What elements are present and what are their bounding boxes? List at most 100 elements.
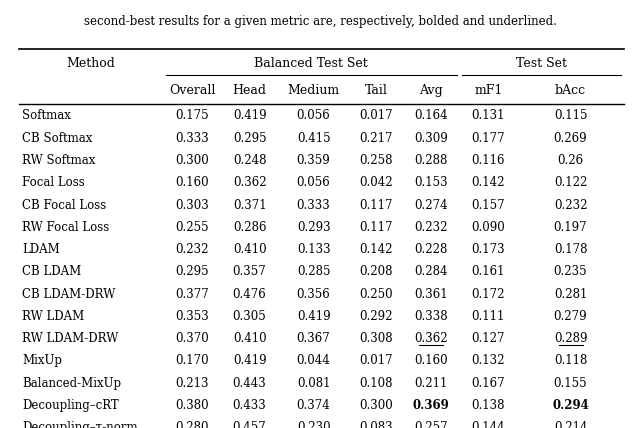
Text: 0.293: 0.293 (297, 221, 330, 234)
Text: 0.294: 0.294 (552, 399, 589, 412)
Text: Decoupling–τ-norm: Decoupling–τ-norm (22, 421, 138, 428)
Text: 0.280: 0.280 (175, 421, 209, 428)
Text: 0.170: 0.170 (175, 354, 209, 367)
Text: 0.117: 0.117 (359, 221, 393, 234)
Text: 0.197: 0.197 (554, 221, 588, 234)
Text: Tail: Tail (365, 83, 387, 97)
Text: 0.157: 0.157 (472, 199, 505, 211)
Text: Balanced Test Set: Balanced Test Set (255, 56, 368, 70)
Text: 0.333: 0.333 (297, 199, 330, 211)
Text: Softmax: Softmax (22, 110, 71, 122)
Text: 0.433: 0.433 (233, 399, 266, 412)
Text: 0.285: 0.285 (297, 265, 330, 278)
Text: 0.167: 0.167 (472, 377, 505, 389)
Text: 0.111: 0.111 (472, 310, 505, 323)
Text: mF1: mF1 (474, 83, 502, 97)
Text: 0.235: 0.235 (554, 265, 588, 278)
Text: 0.338: 0.338 (415, 310, 448, 323)
Text: 0.160: 0.160 (175, 176, 209, 189)
Text: 0.367: 0.367 (297, 332, 330, 345)
Text: 0.232: 0.232 (554, 199, 588, 211)
Text: Method: Method (67, 56, 116, 70)
Text: Head: Head (232, 83, 267, 97)
Text: 0.213: 0.213 (175, 377, 209, 389)
Text: 0.371: 0.371 (233, 199, 266, 211)
Text: 0.309: 0.309 (415, 132, 448, 145)
Text: 0.173: 0.173 (472, 243, 505, 256)
Text: 0.476: 0.476 (233, 288, 266, 300)
Text: 0.308: 0.308 (359, 332, 393, 345)
Text: 0.362: 0.362 (233, 176, 266, 189)
Text: 0.232: 0.232 (415, 221, 448, 234)
Text: 0.361: 0.361 (415, 288, 448, 300)
Text: 0.056: 0.056 (297, 176, 330, 189)
Text: 0.044: 0.044 (297, 354, 330, 367)
Text: 0.017: 0.017 (359, 110, 393, 122)
Text: 0.142: 0.142 (472, 176, 505, 189)
Text: 0.172: 0.172 (472, 288, 505, 300)
Text: 0.228: 0.228 (415, 243, 448, 256)
Text: 0.250: 0.250 (359, 288, 393, 300)
Text: 0.144: 0.144 (472, 421, 505, 428)
Text: 0.289: 0.289 (554, 332, 588, 345)
Text: 0.300: 0.300 (175, 154, 209, 167)
Text: 0.214: 0.214 (554, 421, 588, 428)
Text: 0.056: 0.056 (297, 110, 330, 122)
Text: 0.377: 0.377 (175, 288, 209, 300)
Text: 0.269: 0.269 (554, 132, 588, 145)
Text: 0.300: 0.300 (359, 399, 393, 412)
Text: 0.353: 0.353 (175, 310, 209, 323)
Text: Decoupling–cRT: Decoupling–cRT (22, 399, 119, 412)
Text: 0.295: 0.295 (175, 265, 209, 278)
Text: 0.279: 0.279 (554, 310, 588, 323)
Text: 0.258: 0.258 (359, 154, 393, 167)
Text: 0.248: 0.248 (233, 154, 266, 167)
Text: 0.131: 0.131 (472, 110, 505, 122)
Text: 0.362: 0.362 (415, 332, 448, 345)
Text: bAcc: bAcc (555, 83, 586, 97)
Text: 0.081: 0.081 (297, 377, 330, 389)
Text: Medium: Medium (287, 83, 340, 97)
Text: 0.122: 0.122 (554, 176, 588, 189)
Text: CB LDAM: CB LDAM (22, 265, 82, 278)
Text: 0.164: 0.164 (415, 110, 448, 122)
Text: RW LDAM-DRW: RW LDAM-DRW (22, 332, 119, 345)
Text: 0.274: 0.274 (415, 199, 448, 211)
Text: MixUp: MixUp (22, 354, 63, 367)
Text: 0.217: 0.217 (359, 132, 393, 145)
Text: 0.117: 0.117 (359, 199, 393, 211)
Text: Balanced-MixUp: Balanced-MixUp (22, 377, 122, 389)
Text: 0.374: 0.374 (297, 399, 330, 412)
Text: 0.042: 0.042 (359, 176, 393, 189)
Text: 0.357: 0.357 (233, 265, 266, 278)
Text: 0.284: 0.284 (415, 265, 448, 278)
Text: 0.153: 0.153 (415, 176, 448, 189)
Text: 0.333: 0.333 (175, 132, 209, 145)
Text: 0.155: 0.155 (554, 377, 588, 389)
Text: 0.255: 0.255 (175, 221, 209, 234)
Text: 0.132: 0.132 (472, 354, 505, 367)
Text: Avg: Avg (419, 83, 444, 97)
Text: 0.211: 0.211 (415, 377, 448, 389)
Text: 0.138: 0.138 (472, 399, 505, 412)
Text: Overall: Overall (169, 83, 215, 97)
Text: 0.303: 0.303 (175, 199, 209, 211)
Text: 0.083: 0.083 (359, 421, 393, 428)
Text: 0.257: 0.257 (415, 421, 448, 428)
Text: LDAM: LDAM (22, 243, 60, 256)
Text: 0.108: 0.108 (359, 377, 393, 389)
Text: 0.419: 0.419 (233, 110, 266, 122)
Text: 0.178: 0.178 (554, 243, 588, 256)
Text: 0.415: 0.415 (297, 132, 330, 145)
Text: Test Set: Test Set (516, 56, 567, 70)
Text: RW Focal Loss: RW Focal Loss (22, 221, 109, 234)
Text: 0.177: 0.177 (472, 132, 505, 145)
Text: 0.286: 0.286 (233, 221, 266, 234)
Text: 0.359: 0.359 (297, 154, 330, 167)
Text: 0.115: 0.115 (554, 110, 588, 122)
Text: 0.230: 0.230 (297, 421, 330, 428)
Text: 0.133: 0.133 (297, 243, 330, 256)
Text: 0.090: 0.090 (472, 221, 505, 234)
Text: CB Softmax: CB Softmax (22, 132, 93, 145)
Text: 0.26: 0.26 (557, 154, 584, 167)
